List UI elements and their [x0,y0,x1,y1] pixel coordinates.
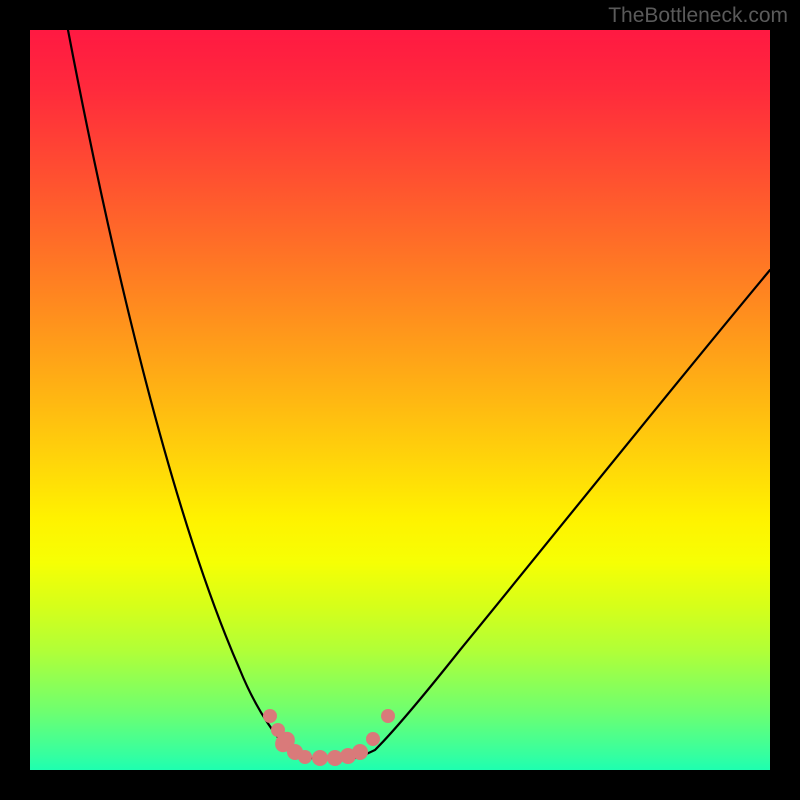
marker-point [352,744,368,760]
marker-point [366,732,380,746]
watermark-text: TheBottleneck.com [608,4,788,28]
marker-point [298,750,312,764]
marker-point [312,750,328,766]
plot-area [30,30,770,770]
marker-point [263,709,277,723]
chart-container: TheBottleneck.com [0,0,800,800]
gradient-background [30,30,770,770]
marker-point [381,709,395,723]
plot-svg [30,30,770,770]
